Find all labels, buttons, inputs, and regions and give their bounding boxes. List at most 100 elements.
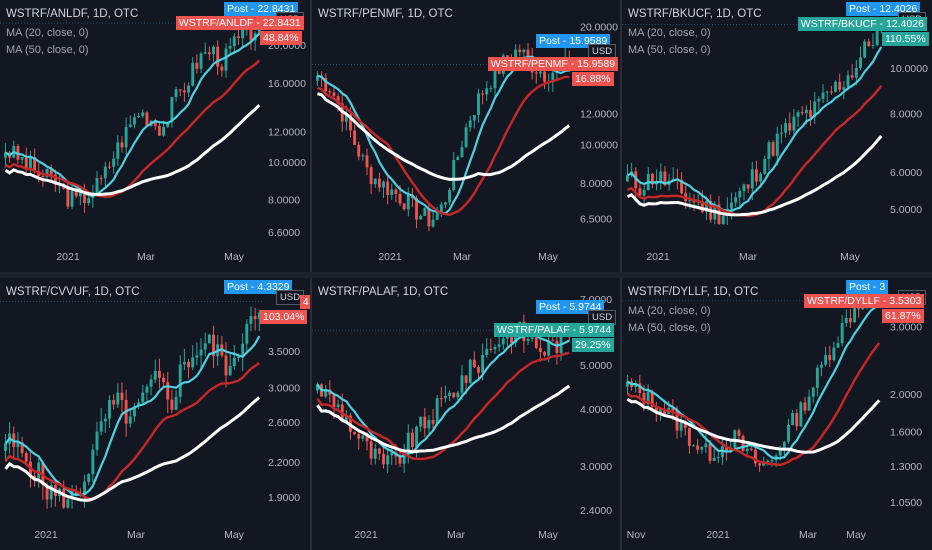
candle-body	[836, 343, 840, 348]
candle-body	[249, 316, 253, 324]
candle-body	[149, 379, 153, 387]
chart-pane-cvvuf[interactable]: 3.5000 3.0000 2.6000 2.2000 1.9000 2021 Mar May…	[0, 278, 310, 550]
price-tick-label: 12.0000	[268, 126, 306, 138]
candle-body	[224, 48, 228, 71]
candle-body	[66, 499, 70, 508]
symbol-title[interactable]: WSTRF/PALAF, 1D, OTC	[318, 286, 449, 298]
candle-body	[228, 366, 232, 376]
symbol-title[interactable]: WSTRF/DYLLF, 1D, OTC	[628, 286, 759, 298]
ma50-legend[interactable]: MA (50, close, 0)	[6, 44, 89, 56]
candle-body	[659, 408, 662, 414]
price-axis[interactable]	[882, 278, 932, 550]
candle-body	[435, 398, 439, 424]
chart-pane-bkucf[interactable]: 10.0000 8.0000 6.0000 5.0000 2021 Mar May WSTR…	[622, 0, 932, 272]
candle-body	[815, 367, 819, 388]
time-tick-label: May	[224, 251, 245, 263]
change-percent-tag: 29.25%	[572, 338, 614, 353]
ma50-legend[interactable]: MA (50, close, 0)	[628, 322, 711, 334]
candle-body	[415, 426, 418, 448]
symbol-title[interactable]: WSTRF/ANLDF, 1D, OTC	[6, 8, 139, 20]
candle-body	[538, 347, 542, 352]
candle-body	[853, 308, 856, 323]
candle-body	[448, 190, 452, 203]
price-tick-label: 8.0000	[580, 178, 612, 190]
price-chart[interactable]: 20.000016.000012.000010.00008.00006.6000…	[0, 0, 310, 272]
ma20-legend[interactable]: MA (20, close, 0)	[628, 305, 711, 317]
candle-body	[415, 198, 418, 220]
candle-body	[191, 62, 195, 86]
symbol-title[interactable]: WSTRF/CVVUF, 1D, OTC	[6, 286, 140, 298]
post-market-tag: Post - 4.3329	[224, 280, 293, 294]
candle-body	[799, 402, 803, 427]
candle-body	[828, 355, 832, 361]
candle-body	[369, 441, 373, 459]
candle-body	[704, 443, 708, 448]
candle-body	[766, 460, 770, 463]
candle-body	[390, 189, 394, 195]
candle-body	[543, 71, 546, 82]
price-tick-label: 3.0000	[890, 321, 922, 333]
price-chart[interactable]: 3.0000 2.0000 1.6000 1.3000 1.0500 Nov 2021 Mar…	[622, 278, 932, 550]
candle-body	[800, 112, 804, 114]
price-tick-label: 6.5000	[580, 213, 612, 225]
ma20-legend[interactable]: MA (20, close, 0)	[628, 27, 711, 39]
candle-body	[20, 157, 24, 160]
chart-pane-anldf[interactable]: 20.0000 16.0000 12.0000 10.0000 8.0000 6.6000…	[0, 0, 310, 272]
candle-body	[477, 367, 480, 373]
time-tick-label: Mar	[137, 251, 156, 263]
candle-body	[844, 318, 848, 323]
moving-average-line	[317, 92, 571, 181]
chart-pane-penmf[interactable]: 20.0000 12.0000 10.0000 8.0000 6.5000 2021 Mar…	[312, 0, 620, 272]
candle-body	[807, 396, 811, 411]
pane-divider[interactable]	[0, 272, 932, 278]
price-axis[interactable]	[260, 0, 310, 272]
candle-body	[646, 391, 650, 405]
candle-body	[406, 194, 410, 210]
price-tick-label: 16.0000	[268, 78, 306, 90]
candle-body	[182, 90, 186, 93]
candle-body	[472, 114, 476, 121]
candle-body	[481, 354, 485, 373]
price-tick-label: 1.6000	[890, 426, 922, 438]
candle-body	[638, 188, 642, 196]
ma50-legend[interactable]: MA (50, close, 0)	[628, 44, 711, 56]
candle-body	[791, 412, 795, 425]
candle-body	[207, 52, 211, 55]
last-price-tag: WSTRF/PALAF - 5.9744	[494, 323, 615, 338]
candle-body	[700, 447, 704, 450]
candle-body	[120, 142, 124, 148]
candle-body	[680, 179, 684, 194]
currency-button[interactable]: USD	[276, 290, 305, 305]
moving-average-line	[626, 303, 880, 460]
candle-body	[386, 181, 390, 195]
chart-pane-palaf[interactable]: 7.00006.00005.00004.00003.00002.40002021…	[312, 278, 620, 550]
candle-body	[759, 173, 763, 182]
symbol-title[interactable]: WSTRF/PENMF, 1D, OTC	[318, 8, 453, 20]
price-chart[interactable]: 7.00006.00005.00004.00003.00002.40002021…	[312, 278, 620, 550]
price-tick-label: 3.0000	[580, 461, 612, 473]
candle-body	[37, 462, 41, 479]
candle-body	[452, 160, 456, 191]
candle-body	[427, 208, 431, 227]
candle-body	[332, 394, 336, 408]
candle-body	[419, 416, 423, 427]
candle-body	[456, 156, 460, 161]
candle-body	[24, 157, 28, 169]
ma20-legend[interactable]: MA (20, close, 0)	[6, 27, 89, 39]
candle-body	[439, 204, 443, 212]
price-chart[interactable]: 10.0000 8.0000 6.0000 5.0000 2021 Mar May	[622, 0, 932, 272]
candle-body	[141, 112, 145, 117]
candle-body	[241, 29, 245, 39]
symbol-title[interactable]: WSTRF/BKUCF, 1D, OTC	[628, 8, 762, 20]
candle-body	[734, 197, 738, 203]
candle-body	[166, 382, 170, 400]
time-tick-label: 2021	[646, 251, 670, 263]
candle-body	[199, 53, 203, 69]
candle-body	[716, 457, 720, 459]
candle-body	[725, 446, 728, 451]
candle-body	[145, 112, 149, 126]
candle-body	[49, 485, 53, 500]
chart-pane-dyllf[interactable]: 3.0000 2.0000 1.6000 1.3000 1.0500 Nov 2021 Mar…	[622, 278, 932, 550]
time-tick-label: Mar	[739, 251, 758, 263]
moving-average-line	[316, 333, 570, 458]
